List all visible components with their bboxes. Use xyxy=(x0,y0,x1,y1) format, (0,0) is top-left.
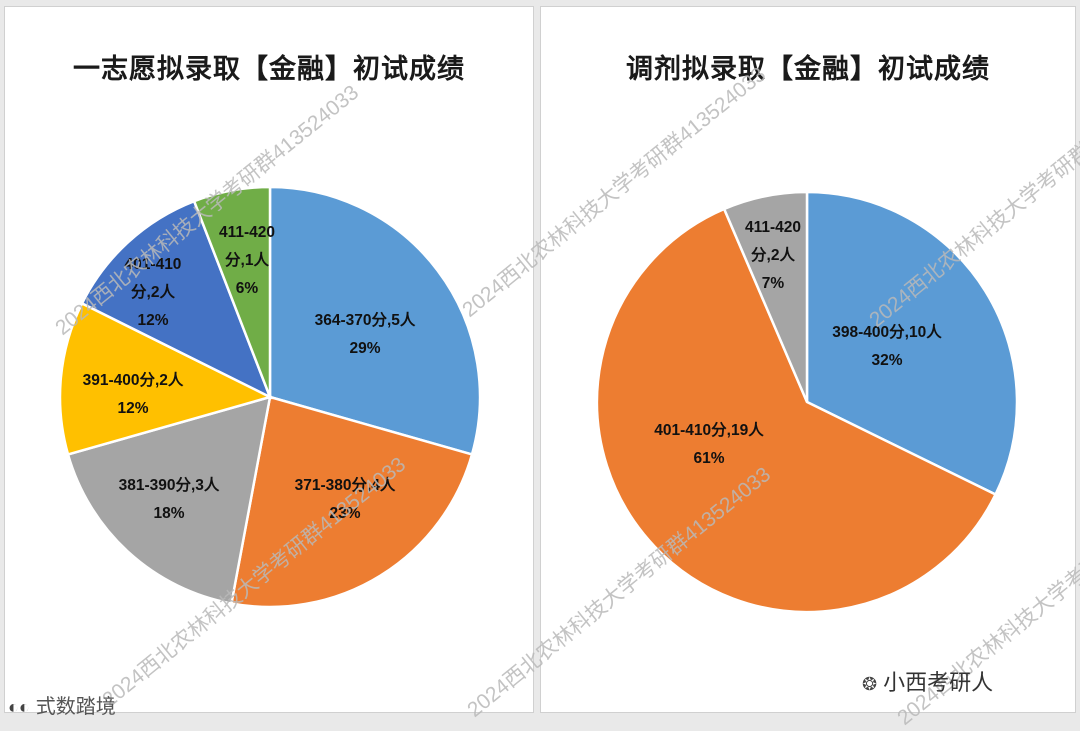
pie-slice xyxy=(722,190,809,403)
slice-label: 分,2人 xyxy=(131,283,175,301)
slice-label: 391-400分,2人 xyxy=(83,371,184,389)
slice-label: 分,1人 xyxy=(225,251,269,269)
slice-label: 6% xyxy=(236,280,259,297)
slice-label: 29% xyxy=(349,340,380,357)
pie-slice xyxy=(595,207,998,614)
slice-label: 23% xyxy=(329,505,360,522)
slice-label: 12% xyxy=(117,400,148,417)
pie-slice xyxy=(66,395,272,605)
pie-chart-right: 398-400分,10人 32% 401-410分,19人 61% 411-420 分,2… xyxy=(595,190,1019,614)
pie-slice xyxy=(229,395,474,609)
pie-slice xyxy=(805,190,1019,497)
slice-label: 411-420 xyxy=(219,224,275,241)
slice-label: 7% xyxy=(762,275,785,292)
brand-left: ◐◐ 式数踏境 xyxy=(8,690,116,719)
chart-title-left: 一志愿拟录取【金融】初试成绩 xyxy=(73,54,465,84)
slice-label: 32% xyxy=(871,352,902,369)
slice-label: 398-400分,10人 xyxy=(832,323,942,341)
pie-chart-left: 364-370分,5人 29% 371-380分,4人 23% 381-390分,3人 1… xyxy=(58,185,482,609)
slice-label: 401-410分,19人 xyxy=(654,421,764,439)
brand-left-text: 式数踏境 xyxy=(35,696,116,718)
pie-slice xyxy=(268,185,482,457)
slice-label: 381-390分,3人 xyxy=(119,476,220,494)
logo-icon: ◐◐ xyxy=(8,697,30,717)
slice-label: 411-420 xyxy=(745,219,801,236)
slice-label: 61% xyxy=(693,450,724,467)
brand-right-text: 小西考研人 xyxy=(883,670,994,695)
slice-label: 364-370分,5人 xyxy=(315,311,416,329)
pie-slice xyxy=(58,301,274,457)
slice-label: 401-410 xyxy=(125,256,182,273)
slice-label: 12% xyxy=(137,312,168,329)
chart-title-right: 调剂拟录取【金融】初试成绩 xyxy=(626,54,990,84)
chart-panel-left: 一志愿拟录取【金融】初试成绩 364-370分,5人 29% 371-380分,4人… xyxy=(4,6,534,713)
slice-label: 371-380分,4人 xyxy=(295,476,396,494)
chart-panel-right: 调剂拟录取【金融】初试成绩 398-400分,10人 32% 401-410分,19… xyxy=(540,6,1076,713)
pie-slice xyxy=(80,199,273,400)
brand-right: ❂ 小西考研人 xyxy=(862,665,993,697)
slice-label: 分,2人 xyxy=(751,246,795,264)
wechat-icon: ❂ xyxy=(862,674,878,694)
slice-label: 18% xyxy=(153,505,184,522)
pie-slice xyxy=(192,185,272,398)
